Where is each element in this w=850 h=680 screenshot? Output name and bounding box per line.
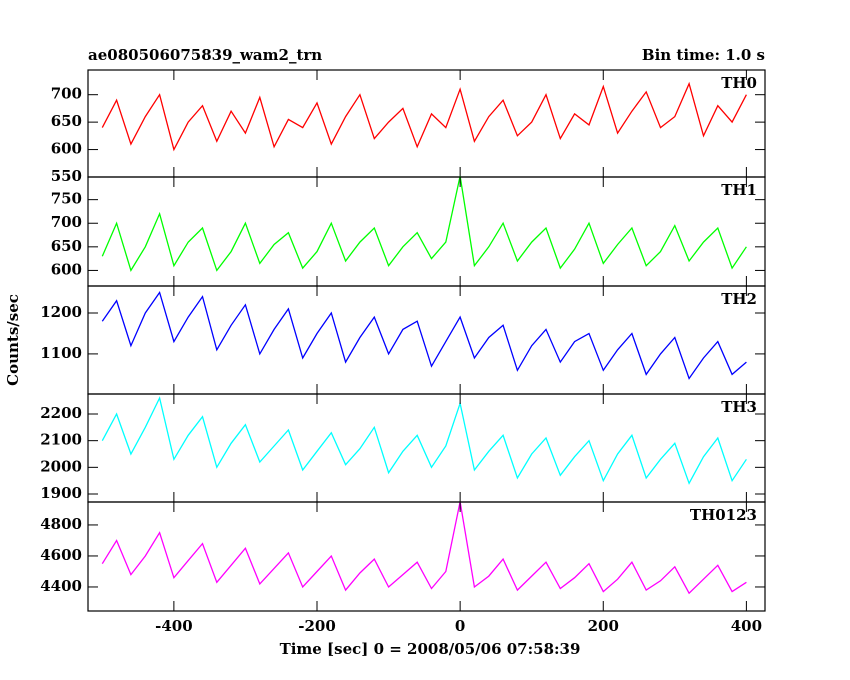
panel-frame <box>87 501 766 612</box>
y-tick-label: 1100 <box>40 344 82 362</box>
y-tick-label: 2200 <box>40 404 82 422</box>
y-tick-label: 700 <box>51 213 82 231</box>
panel-label: TH0123 <box>690 506 757 524</box>
x-axis-label: Time [sec] 0 = 2008/05/06 07:58:39 <box>280 640 581 658</box>
y-tick-label: 4800 <box>40 515 82 533</box>
x-tick-label: -400 <box>155 617 193 635</box>
y-tick-label: 4400 <box>40 577 82 595</box>
y-tick-label: 750 <box>51 190 82 208</box>
y-tick-label: 4600 <box>40 546 82 564</box>
series-line <box>101 501 747 595</box>
series-line <box>101 396 747 485</box>
y-tick-label: 700 <box>51 85 82 103</box>
panel-label: TH2 <box>721 290 757 308</box>
x-tick-label: -200 <box>298 617 336 635</box>
series-line <box>101 175 747 272</box>
x-tick-label: 400 <box>731 617 762 635</box>
y-tick-label: 600 <box>51 140 82 158</box>
x-tick-label: 200 <box>588 617 619 635</box>
panel-frame <box>87 69 766 178</box>
panel-frame <box>87 176 766 287</box>
y-tick-label: 2100 <box>40 431 82 449</box>
series-line <box>101 81 747 152</box>
y-tick-label: 1200 <box>40 303 82 321</box>
y-tick-label: 550 <box>51 167 82 185</box>
panel-frame <box>87 285 766 395</box>
series-line <box>101 291 747 380</box>
y-axis-label: Counts/sec <box>4 294 22 386</box>
panel-label: TH1 <box>721 181 757 199</box>
y-tick-label: 600 <box>51 260 82 278</box>
y-tick-label: 1900 <box>40 484 82 502</box>
panel-label: TH0 <box>721 74 757 92</box>
chart-subtitle: Bin time: 1.0 s <box>642 46 765 64</box>
y-tick-label: 650 <box>51 112 82 130</box>
x-tick-label: 0 <box>455 617 465 635</box>
y-tick-label: 650 <box>51 237 82 255</box>
y-tick-label: 2000 <box>40 457 82 475</box>
panel-frame <box>87 393 766 503</box>
chart-title: ae080506075839_wam2_trn <box>88 46 322 64</box>
panel-label: TH3 <box>721 398 757 416</box>
